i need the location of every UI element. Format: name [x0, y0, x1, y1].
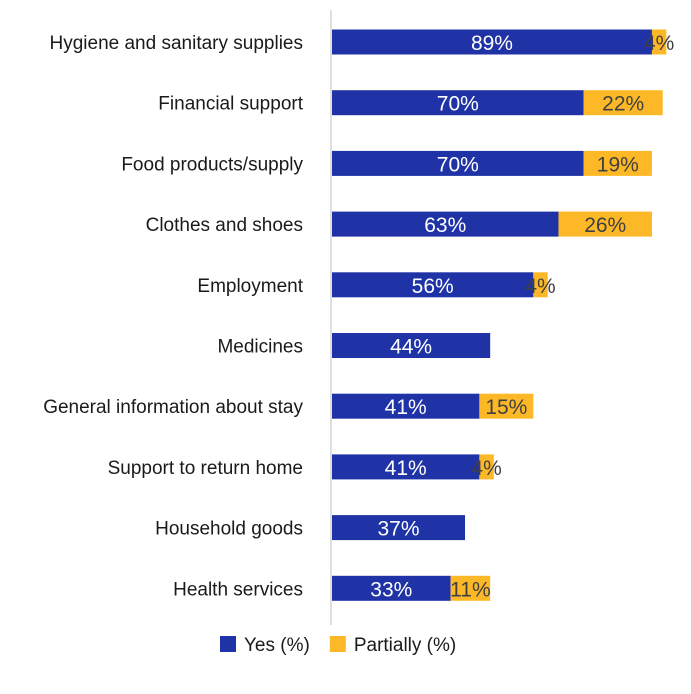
- legend-label-yes: Yes (%): [244, 635, 310, 656]
- bar-partially-employment: [533, 272, 548, 298]
- data-label-yes-health-services: 33%: [370, 578, 412, 601]
- data-label-partially-clothes-and-shoes: 26%: [584, 214, 626, 237]
- bar-partially-financial-support: [583, 90, 663, 116]
- data-label-partially-support-to-return-home: 4%: [471, 457, 501, 480]
- category-label-food-products-supply: Food products/supply: [121, 154, 303, 175]
- data-label-yes-support-to-return-home: 41%: [385, 457, 427, 480]
- data-label-yes-hygiene-and-sanitary-supplies: 89%: [471, 32, 513, 55]
- category-label-employment: Employment: [197, 276, 303, 297]
- bar-partially-food-products-supply: [583, 150, 652, 176]
- bar-yes-financial-support: [332, 90, 584, 116]
- category-label-financial-support: Financial support: [158, 94, 303, 115]
- data-label-yes-employment: 56%: [412, 275, 454, 298]
- legend-swatch-yes: [220, 636, 236, 652]
- data-label-yes-household-goods: 37%: [377, 518, 419, 541]
- bar-yes-general-information-about-stay: [332, 393, 480, 419]
- data-label-partially-hygiene-and-sanitary-supplies: 4%: [644, 32, 674, 55]
- bar-partially-general-information-about-stay: [479, 393, 534, 419]
- bar-partially-clothes-and-shoes: [558, 211, 652, 237]
- bar-yes-employment: [332, 272, 534, 298]
- data-label-yes-medicines: 44%: [390, 336, 432, 359]
- legend-swatch-partially: [329, 636, 346, 652]
- category-label-clothes-and-shoes: Clothes and shoes: [146, 215, 303, 236]
- data-label-yes-general-information-about-stay: 41%: [385, 396, 427, 419]
- bar-yes-health-services: [332, 575, 451, 601]
- category-label-general-information-about-stay: General information about stay: [43, 397, 303, 418]
- bar-partially-support-to-return-home: [479, 454, 494, 480]
- data-label-yes-financial-support: 70%: [437, 93, 479, 116]
- bar-partially-health-services: [450, 575, 491, 601]
- data-label-partially-financial-support: 22%: [602, 93, 644, 116]
- bar-yes-support-to-return-home: [332, 454, 480, 480]
- category-label-support-to-return-home: Support to return home: [108, 458, 303, 479]
- category-label-hygiene-and-sanitary-supplies: Hygiene and sanitary supplies: [50, 33, 304, 54]
- data-label-partially-food-products-supply: 19%: [597, 153, 639, 176]
- bar-yes-clothes-and-shoes: [332, 211, 559, 237]
- data-label-yes-clothes-and-shoes: 63%: [424, 214, 466, 237]
- legend-label-partially: Partially (%): [354, 635, 456, 656]
- bar-yes-medicines: [332, 333, 491, 358]
- bar-yes-household-goods: [332, 515, 466, 541]
- bar-yes-food-products-supply: [332, 150, 584, 176]
- bar-yes-hygiene-and-sanitary-supplies: [332, 29, 652, 55]
- data-label-partially-employment: 4%: [525, 275, 555, 298]
- category-label-household-goods: Household goods: [155, 519, 303, 540]
- data-label-partially-health-services: 11%: [450, 578, 490, 601]
- category-label-health-services: Health services: [173, 579, 303, 600]
- data-label-yes-food-products-supply: 70%: [437, 153, 479, 176]
- bar-partially-hygiene-and-sanitary-supplies: [651, 29, 667, 55]
- data-label-partially-general-information-about-stay: 15%: [485, 396, 527, 419]
- category-label-medicines: Medicines: [217, 337, 303, 358]
